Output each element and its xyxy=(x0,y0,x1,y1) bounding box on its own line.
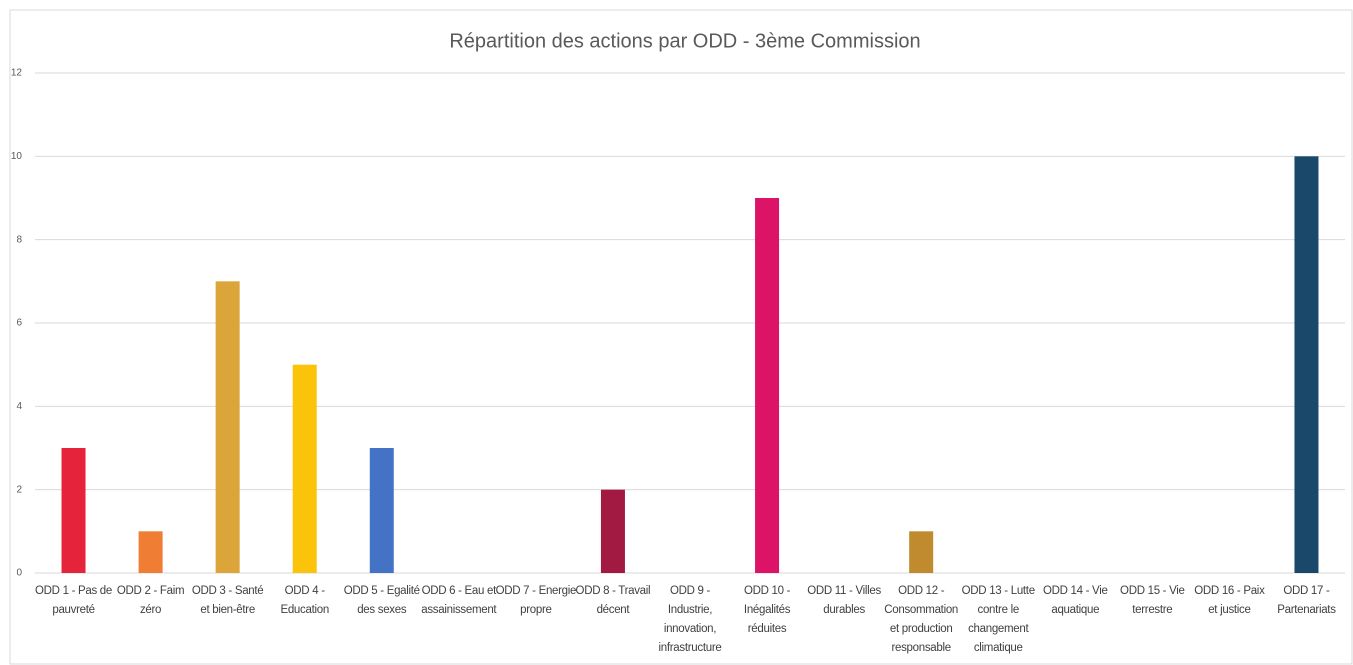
x-tick-label: ODD 17 - Partenariats xyxy=(1277,585,1336,616)
y-tick-label: 12 xyxy=(11,68,23,79)
bar xyxy=(909,531,934,573)
x-tick-label: ODD 8 - Travail décent xyxy=(575,585,651,616)
x-tick-label: ODD 7 - Energie propre xyxy=(495,585,577,616)
x-tick-label: ODD 1 - Pas de pauvreté xyxy=(35,585,112,616)
x-tick-label: ODD 5 - Egalité des sexes xyxy=(343,585,420,616)
x-tick-label: ODD 14 - Vie aquatique xyxy=(1042,585,1108,616)
bar xyxy=(369,448,394,573)
y-tick-label: 8 xyxy=(16,234,22,245)
x-tick-label: ODD 3 - Santé et bien-être xyxy=(191,585,264,616)
x-tick-label: ODD 10 - Inégalités réduites xyxy=(743,585,791,635)
x-tick-label: ODD 16 - Paix et justice xyxy=(1194,585,1265,616)
x-tick-label: ODD 11 - Villes durables xyxy=(807,585,881,616)
y-tick-label: 0 xyxy=(16,568,22,579)
y-tick-label: 2 xyxy=(16,484,22,495)
y-tick-label: 10 xyxy=(11,151,23,162)
bar xyxy=(600,489,625,573)
chart-border xyxy=(9,9,1353,665)
x-tick-label: ODD 9 - Industrie, innovation, infrastru… xyxy=(658,585,722,654)
bar xyxy=(755,198,780,573)
bar xyxy=(138,531,163,573)
x-tick-label: ODD 15 - Vie terrestre xyxy=(1120,585,1185,616)
bar xyxy=(1294,156,1319,574)
bar xyxy=(61,448,86,573)
x-tick-label: ODD 13 - Lutte contre le changement clim… xyxy=(961,585,1035,654)
x-tick-label: ODD 4 - Education xyxy=(280,585,329,616)
y-tick-label: 6 xyxy=(16,318,22,329)
bar xyxy=(215,281,240,573)
y-tick-label: 4 xyxy=(16,401,22,412)
bar xyxy=(292,364,317,573)
chart-title: Répartition des actions par ODD - 3ème C… xyxy=(449,30,920,52)
x-tick-label: ODD 6 - Eau et assainissement xyxy=(421,585,497,616)
x-tick-label: ODD 12 - Consommation et production resp… xyxy=(884,585,959,654)
x-tick-label: ODD 2 - Faim zéro xyxy=(116,585,185,616)
